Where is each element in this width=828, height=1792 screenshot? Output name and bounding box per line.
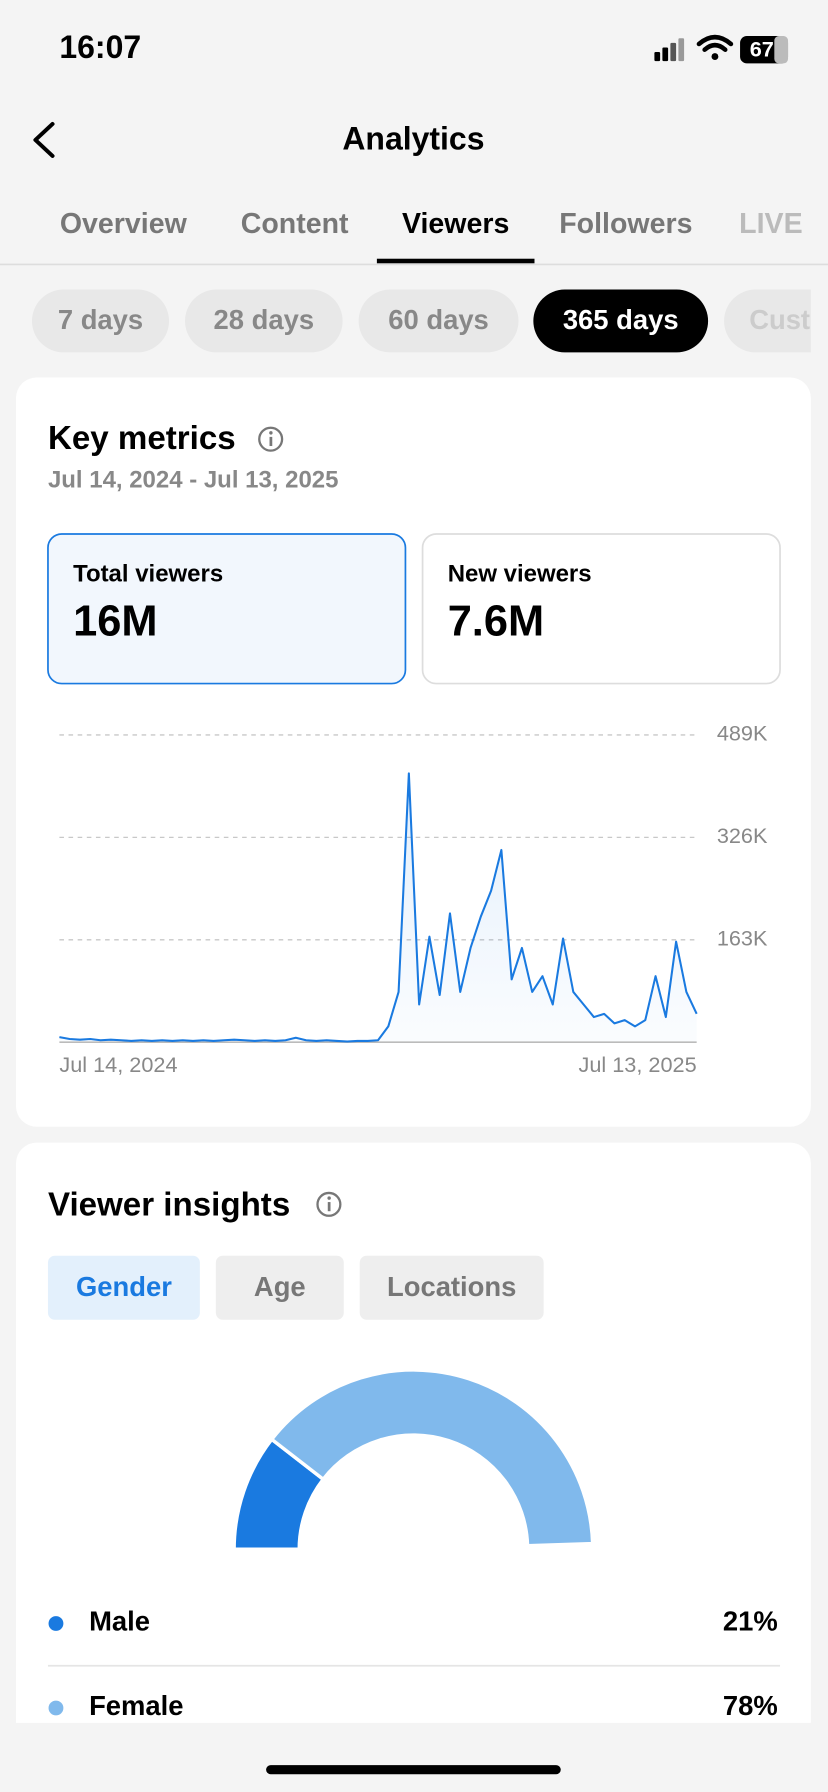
page-title: Analytics: [342, 121, 484, 157]
card-title: Key metrics: [48, 420, 236, 457]
period-label[interactable]: Cust: [749, 304, 810, 335]
line-chart: 163K 326K 489K Jul 14, 2024 Jul 13, 2025: [59, 721, 768, 1077]
metric-card-selected[interactable]: [47, 533, 407, 685]
y-tick-label: 163K: [717, 926, 768, 951]
period-chip[interactable]: [358, 289, 519, 353]
info-icon[interactable]: [316, 1191, 342, 1217]
tab-indicator: [376, 258, 535, 264]
wifi-icon: [696, 34, 734, 53]
metric-value: 7.6M: [448, 598, 544, 646]
info-icon[interactable]: [258, 426, 284, 452]
tab[interactable]: Overview: [60, 208, 188, 240]
period-label[interactable]: 28 days: [214, 304, 315, 335]
legend-value: 78%: [723, 1690, 778, 1721]
legend-dot: [48, 1616, 64, 1631]
insight-tab[interactable]: [215, 1255, 344, 1320]
x-tick-label: Jul 14, 2024: [59, 1052, 177, 1077]
wifi-dot: [711, 53, 719, 61]
tab[interactable]: Followers: [559, 208, 692, 240]
insight-tab-label[interactable]: Locations: [387, 1271, 516, 1302]
line: [59, 772, 698, 1043]
legend-value: 21%: [723, 1606, 778, 1637]
metric-label: Total viewers: [73, 560, 223, 587]
insight-tab[interactable]: [359, 1255, 544, 1320]
tab[interactable]: Content: [241, 208, 349, 240]
period-label[interactable]: 365 days: [563, 304, 679, 335]
home-indicator: [266, 1765, 561, 1775]
tab[interactable]: LIVE: [739, 208, 802, 240]
y-tick-label: 489K: [717, 721, 768, 746]
signal-icon: [654, 38, 685, 62]
period-chip[interactable]: [31, 289, 170, 353]
insight-tab[interactable]: [47, 1255, 200, 1320]
metric-value: 16M: [73, 598, 157, 646]
metric-card[interactable]: [421, 533, 781, 685]
legend-label: Female: [89, 1690, 183, 1721]
period-chip[interactable]: [724, 289, 828, 353]
battery-empty: [774, 36, 789, 64]
insight-tab-label[interactable]: Age: [254, 1271, 306, 1302]
donut-segment: [269, 1368, 595, 1548]
period-label[interactable]: 60 days: [388, 304, 489, 335]
status-time: 16:07: [59, 29, 141, 65]
tab[interactable]: Viewers: [402, 208, 509, 240]
legend-label: Male: [89, 1606, 150, 1637]
metric-label: New viewers: [448, 560, 592, 587]
back-button[interactable]: [33, 121, 55, 158]
donut-chart: Male 21% Female 78%: [47, 1368, 781, 1721]
period-label[interactable]: 7 days: [58, 304, 143, 335]
card-title: Viewer insights: [48, 1186, 290, 1223]
date-range: Jul 14, 2024 - Jul 13, 2025: [48, 467, 338, 494]
insight-tab-label[interactable]: Gender: [76, 1271, 172, 1302]
battery-level: 67: [750, 37, 774, 62]
period-chip[interactable]: [533, 289, 709, 353]
period-chip[interactable]: [185, 289, 343, 353]
legend-dot: [48, 1700, 64, 1716]
x-tick-label: Jul 13, 2025: [578, 1052, 696, 1077]
y-tick-label: 326K: [717, 823, 768, 848]
